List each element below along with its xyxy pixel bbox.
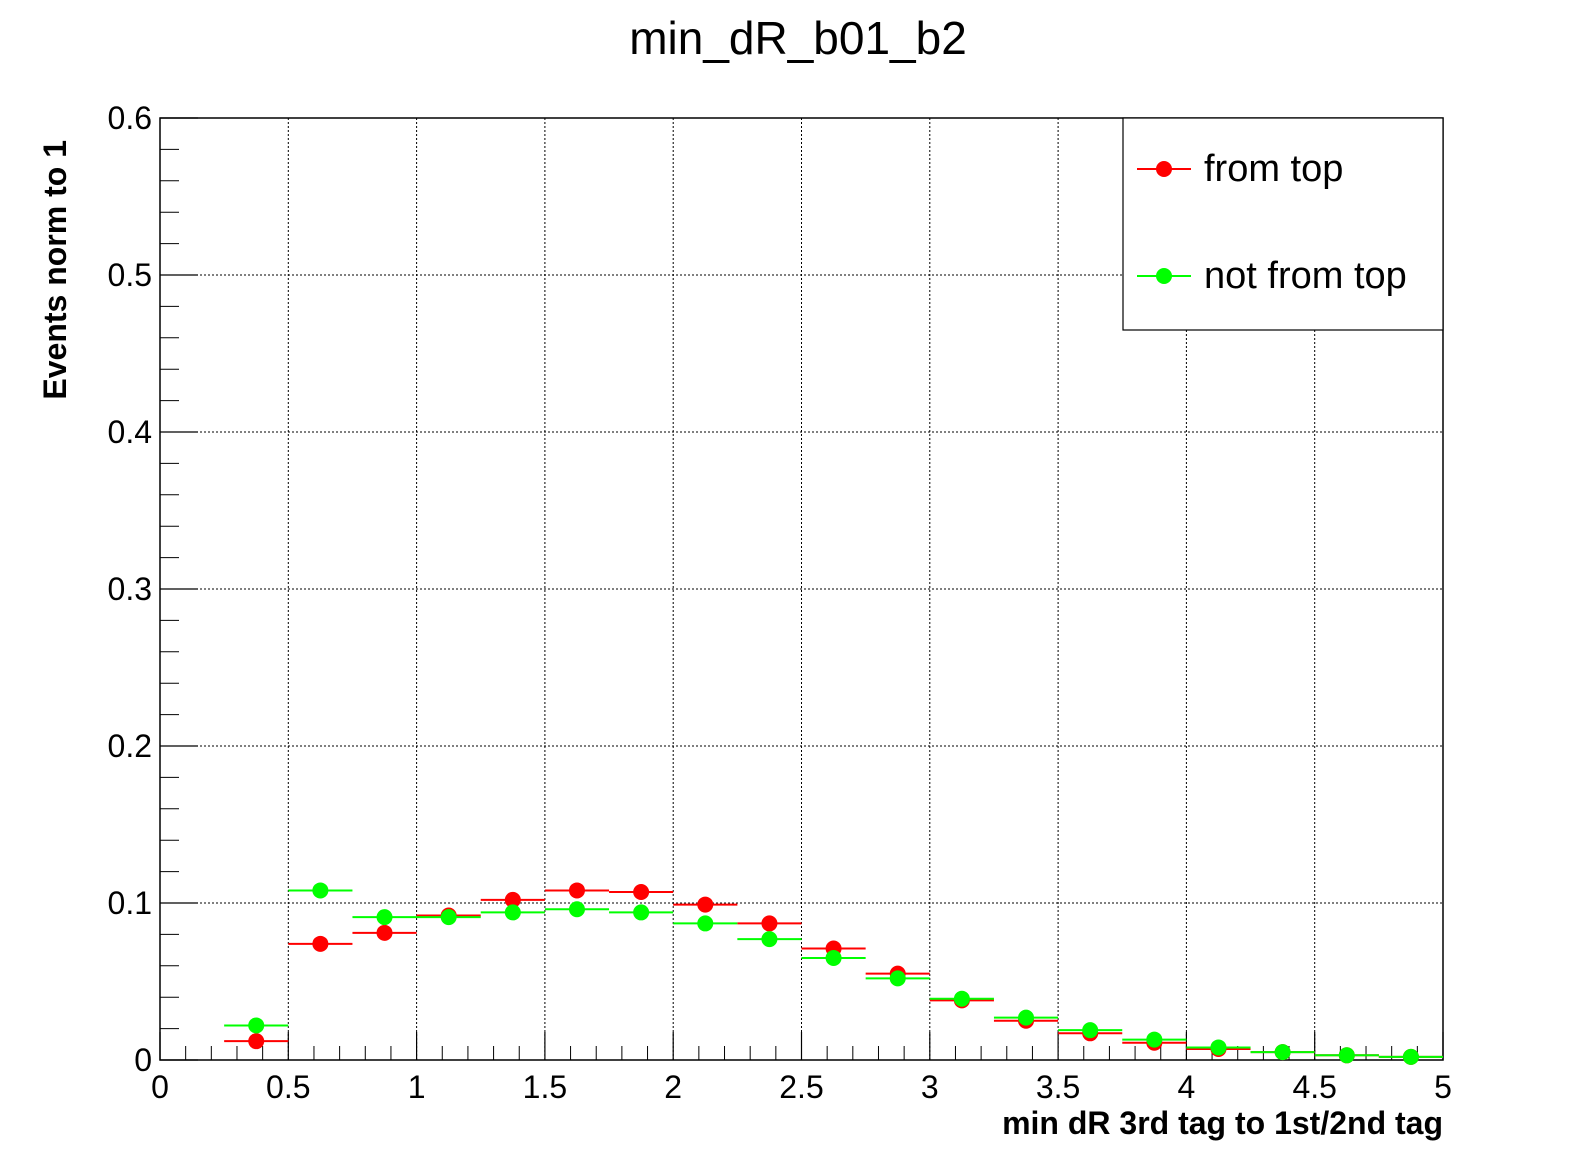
data-point <box>761 915 778 932</box>
x-tick-label: 4 <box>1178 1069 1196 1105</box>
y-tick-label: 0.3 <box>108 571 152 607</box>
x-axis-title: min dR 3rd tag to 1st/2nd tag <box>1002 1105 1443 1141</box>
data-point <box>953 990 970 1007</box>
y-tick-labels: 0 0.1 0.2 0.3 0.4 0.5 0.6 <box>108 100 152 1078</box>
data-point <box>761 931 778 948</box>
data-point <box>568 901 585 918</box>
x-tick-label: 5 <box>1434 1069 1452 1105</box>
data-point <box>1018 1009 1035 1026</box>
legend-label-not-from-top: not from top <box>1204 255 1407 297</box>
y-axis-title: Events norm to 1 <box>37 140 73 400</box>
x-tick-label: 0 <box>151 1069 169 1105</box>
x-tick-label: 3.5 <box>1036 1069 1080 1105</box>
x-tick-label: 1.5 <box>523 1069 567 1105</box>
data-point <box>697 915 714 932</box>
legend-label-from-top: from top <box>1204 148 1343 190</box>
data-point <box>825 949 842 966</box>
data-point <box>697 896 714 913</box>
y-tick-label: 0.1 <box>108 885 152 921</box>
data-point <box>312 882 329 899</box>
data-point <box>376 924 393 941</box>
series-1 <box>224 882 1443 1065</box>
data-point <box>504 904 521 921</box>
data-point <box>1338 1047 1355 1064</box>
y-tick-label: 0.2 <box>108 728 152 764</box>
data-point <box>1402 1048 1419 1065</box>
data-point <box>633 884 650 901</box>
data-point <box>376 909 393 926</box>
y-tick-label: 0.5 <box>108 257 152 293</box>
x-tick-label: 4.5 <box>1292 1069 1336 1105</box>
data-point <box>889 970 906 987</box>
data-point <box>248 1033 265 1050</box>
data-point <box>1274 1044 1291 1061</box>
x-tick-label: 3 <box>921 1069 939 1105</box>
data-point <box>440 909 457 926</box>
data-point <box>312 935 329 952</box>
data-point <box>1210 1039 1227 1056</box>
chart-title: min_dR_b01_b2 <box>629 12 967 64</box>
legend: from top not from top <box>1122 117 1444 331</box>
y-tick-label: 0.4 <box>108 414 152 450</box>
y-tick-label: 0 <box>134 1042 152 1078</box>
legend-box <box>1122 117 1444 331</box>
series-0 <box>224 882 1443 1065</box>
data-series <box>224 882 1443 1065</box>
y-tick-label: 0.6 <box>108 100 152 136</box>
legend-swatch-marker-1 <box>1156 268 1172 284</box>
data-point <box>504 891 521 908</box>
data-point <box>568 882 585 899</box>
data-point <box>1082 1022 1099 1039</box>
axis-ticks <box>159 117 1444 1061</box>
x-tick-label: 1 <box>408 1069 426 1105</box>
x-tick-label: 0.5 <box>266 1069 310 1105</box>
x-tick-label: 2.5 <box>779 1069 823 1105</box>
data-point <box>1146 1031 1163 1048</box>
data-point <box>633 904 650 921</box>
data-point <box>248 1017 265 1034</box>
legend-swatch-marker-0 <box>1156 161 1172 177</box>
x-tick-label: 2 <box>664 1069 682 1105</box>
x-tick-labels: 0 0.5 1 1.5 2 2.5 3 3.5 4 4.5 5 <box>151 1069 1452 1105</box>
